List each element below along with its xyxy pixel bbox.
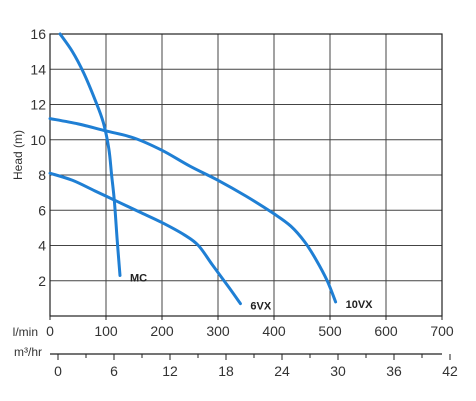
x-axis-unit: l/min	[13, 325, 38, 339]
y-tick-label: 2	[38, 273, 46, 289]
x2-tick-label: 24	[274, 363, 290, 379]
series-label-6vx: 6VX	[250, 301, 271, 313]
x2-tick-label: 36	[386, 363, 402, 379]
y-tick-label: 4	[38, 238, 46, 254]
x-tick-label: 0	[46, 323, 54, 339]
x-tick-label: 700	[430, 323, 454, 339]
x-tick-label: 300	[206, 323, 230, 339]
x2-tick-label: 30	[330, 363, 346, 379]
series-line-mc	[58, 32, 122, 277]
y-tick-label: 8	[38, 167, 46, 183]
series-label-mc: MC	[130, 272, 147, 284]
y-tick-label: 12	[30, 97, 46, 113]
x2-tick-label: 12	[162, 363, 178, 379]
y-tick-label: 16	[30, 26, 46, 42]
axes	[49, 33, 451, 360]
grid	[50, 33, 443, 316]
y-axis-title: Head (m)	[11, 130, 25, 180]
x2-tick-label: 0	[54, 363, 62, 379]
y-tick-label: 14	[30, 61, 46, 77]
y-tick-label: 10	[30, 132, 46, 148]
x-tick-label: 400	[262, 323, 286, 339]
x-tick-label: 500	[318, 323, 342, 339]
x-tick-label: 600	[374, 323, 398, 339]
x2-tick-label: 6	[110, 363, 118, 379]
series-label-10vx: 10VX	[346, 299, 374, 311]
x2-axis-unit: m³/hr	[14, 345, 42, 359]
series-line-10vx	[48, 117, 338, 304]
plot-frame	[49, 33, 443, 317]
series-lines	[48, 32, 338, 306]
x-tick-label: 100	[94, 323, 118, 339]
y-tick-label: 6	[38, 202, 46, 218]
x-tick-label: 200	[150, 323, 174, 339]
x2-tick-label: 18	[218, 363, 234, 379]
x2-tick-label: 42	[442, 363, 458, 379]
series-line-6vx	[48, 171, 242, 306]
